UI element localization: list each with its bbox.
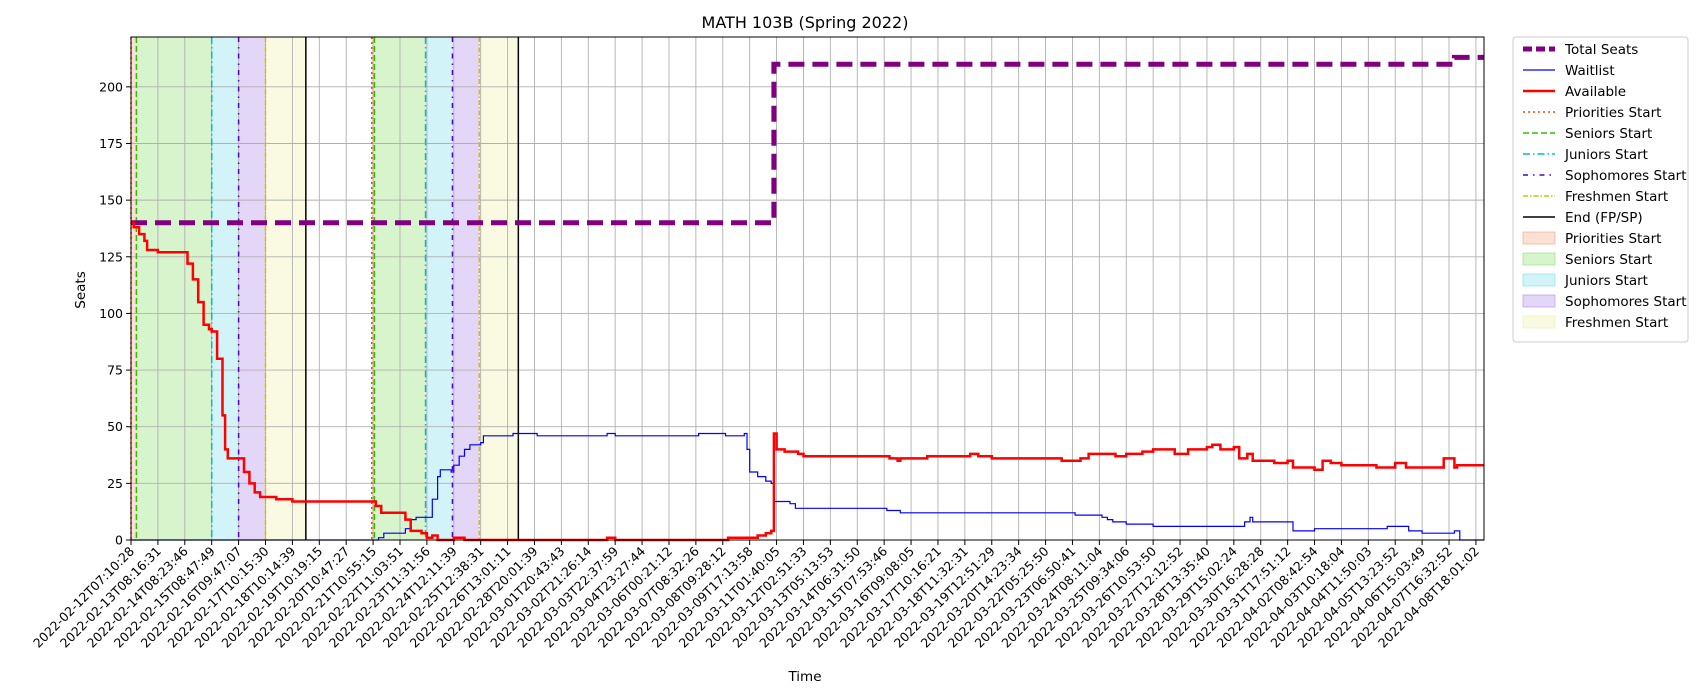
legend-label-12: Sophomores Start (1565, 294, 1687, 310)
legend-swatch-13 (1522, 315, 1556, 329)
shaded-period-8 (452, 37, 480, 540)
legend-label-11: Juniors Start (1564, 273, 1648, 289)
legend-label-8: End (FP/SP) (1565, 210, 1643, 226)
series-line-2 (131, 221, 1484, 542)
legend: Total Seats Waitlist Available Priorities S… (1512, 36, 1689, 343)
legend-label-1: Waitlist (1565, 63, 1615, 79)
legend-label-7: Freshmen Start (1565, 189, 1668, 205)
y-tick-label-7: 175 (99, 136, 123, 151)
legend-label-2: Available (1565, 84, 1626, 100)
legend-label-0: Total Seats (1564, 42, 1638, 58)
plot-area: 02550751001251501752002022-02-12T07:10:2… (30, 36, 1485, 651)
y-tick-label-5: 125 (99, 249, 123, 264)
legend-label-13: Freshmen Start (1565, 315, 1668, 331)
legend-label-3: Priorities Start (1565, 105, 1661, 121)
legend-label-9: Priorities Start (1565, 231, 1661, 247)
shaded-period-1 (136, 37, 212, 540)
plot-frame (130, 36, 1485, 541)
legend-swatch-11 (1522, 273, 1556, 287)
y-tick-label-4: 100 (99, 306, 123, 321)
series-line-0 (131, 54, 1484, 226)
shaded-period-0 (131, 37, 137, 540)
y-tick-label-3: 75 (107, 363, 123, 378)
shaded-period-2 (211, 37, 239, 540)
series-line-1 (131, 432, 1484, 541)
x-axis-label: Time (787, 669, 821, 685)
y-tick-label-6: 150 (99, 193, 123, 208)
legend-swatch-12 (1522, 294, 1556, 308)
legend-label-5: Juniors Start (1564, 147, 1648, 163)
shaded-period-7 (425, 37, 453, 540)
y-axis-label: Seats (73, 271, 89, 308)
legend-label-10: Seniors Start (1565, 252, 1652, 268)
legend-label-6: Sophomores Start (1565, 168, 1687, 184)
chart-title: MATH 103B (Spring 2022) (702, 13, 909, 32)
y-tick-label-2: 50 (107, 419, 123, 434)
legend-swatch-10 (1522, 252, 1556, 266)
legend-swatch-9 (1522, 231, 1556, 245)
y-tick-label-8: 200 (99, 79, 123, 94)
y-tick-label-1: 25 (107, 476, 123, 491)
legend-frame (1512, 36, 1689, 343)
legend-label-4: Seniors Start (1565, 126, 1652, 142)
shaded-period-4 (265, 37, 306, 540)
shaded-period-3 (238, 37, 266, 540)
shaded-period-9 (479, 37, 519, 540)
y-tick-label-0: 0 (115, 533, 123, 548)
